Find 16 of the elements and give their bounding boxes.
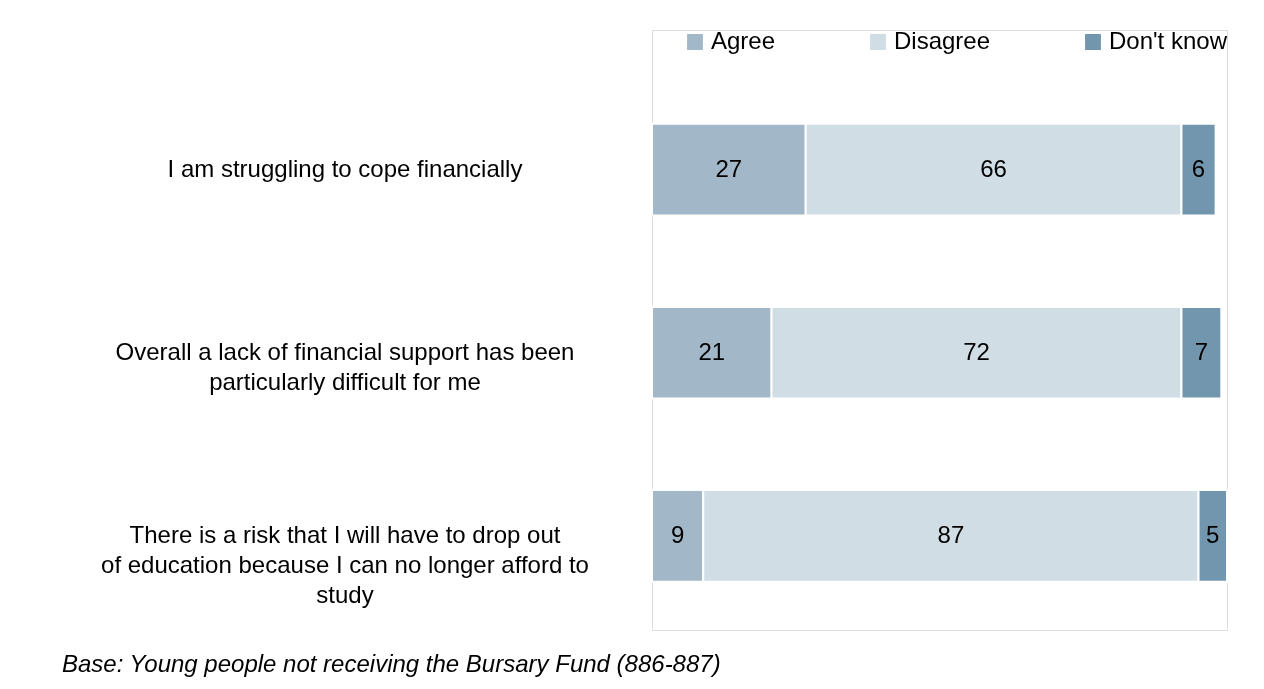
data-label: 87 — [937, 520, 965, 548]
data-label: 5 — [1206, 520, 1220, 548]
legend-label: Don't know — [1109, 27, 1228, 54]
data-label: 21 — [698, 337, 726, 365]
data-label: 72 — [963, 337, 990, 365]
y-tick-label: There is a risk that I will have to drop out of education because I can no longer afford to study — [101, 520, 589, 608]
data-label: 9 — [670, 520, 685, 548]
data-label: 66 — [980, 154, 1007, 182]
data-label: 27 — [715, 154, 743, 182]
text: Base: Young people not receiving the Bursary Fund (886-887) — [62, 650, 721, 677]
data-label: 7 — [1194, 337, 1209, 365]
legend-label: Agree — [711, 27, 776, 54]
legend-label: Disagree — [894, 27, 991, 54]
y-tick-label: Overall a lack of financial support has been particularly difficult for me — [115, 337, 575, 395]
data-label: 6 — [1191, 154, 1206, 182]
y-tick-label: I am struggling to cope financially — [167, 154, 523, 182]
